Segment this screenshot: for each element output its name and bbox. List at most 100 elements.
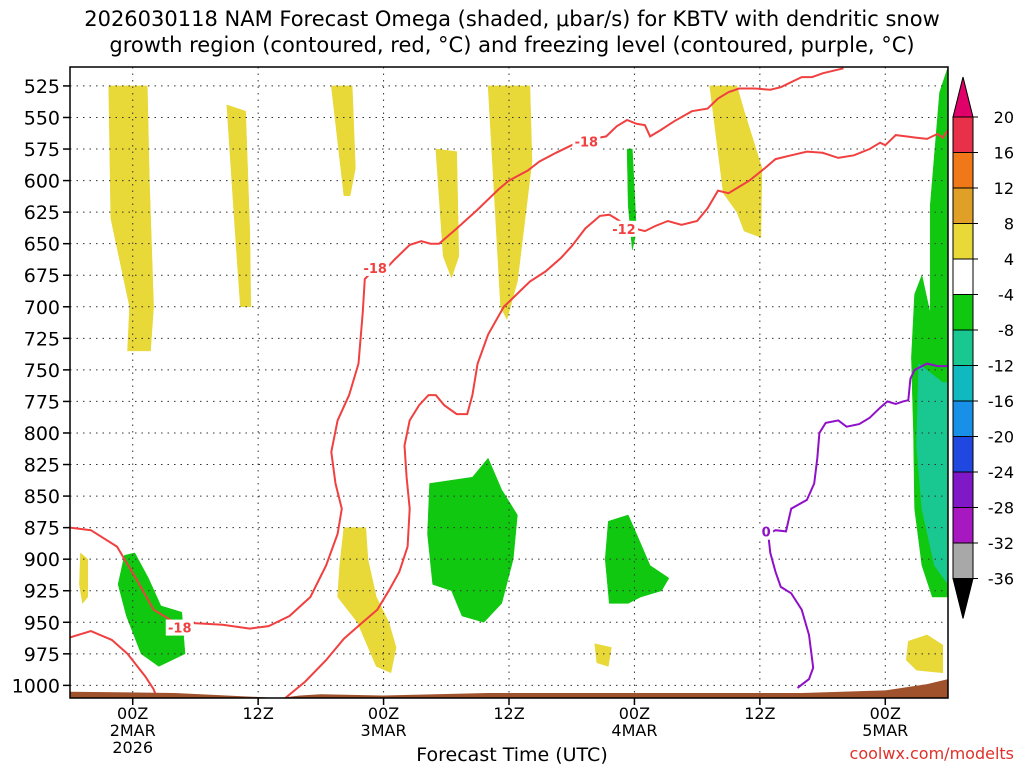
x-tick-label-18: 12Z bbox=[242, 704, 273, 723]
dgz-label-2: -18 bbox=[575, 136, 599, 151]
x-tick-label-54: 00Z bbox=[619, 704, 650, 723]
dgz-label-1: -18 bbox=[363, 262, 387, 277]
chart-title-line2: growth region (contoured, red, °C) and f… bbox=[109, 33, 915, 57]
dgz-label-4: -12 bbox=[612, 223, 636, 238]
colorbar-label-12: -32 bbox=[988, 534, 1014, 553]
colorbar-label-9: -20 bbox=[988, 428, 1014, 447]
colorbar-swatch-0 bbox=[952, 116, 974, 153]
y-tick-label-825: 825 bbox=[24, 455, 60, 477]
dgz-label-bg-4 bbox=[609, 220, 638, 237]
colorbar-swatch-7 bbox=[952, 365, 974, 402]
y-tick-label-875: 875 bbox=[24, 518, 60, 540]
freezing-label-bg bbox=[759, 523, 774, 540]
omega-region-5 bbox=[709, 85, 763, 238]
x-tick-date-54: 4MAR bbox=[611, 721, 657, 740]
omega-region-4 bbox=[487, 85, 533, 321]
omega-region-2 bbox=[331, 85, 356, 196]
colorbar-swatch-11 bbox=[952, 507, 974, 544]
colorbar-swatch-8 bbox=[952, 400, 974, 437]
y-tick-label-700: 700 bbox=[24, 297, 60, 319]
omega-region-6 bbox=[79, 552, 89, 604]
terrain-ground bbox=[70, 679, 948, 698]
colorbar-label-8: -16 bbox=[988, 392, 1014, 411]
colorbar-swatch-5 bbox=[952, 294, 974, 331]
colorbar-bottom-triangle bbox=[952, 578, 974, 619]
colorbar-swatch-10 bbox=[952, 471, 974, 508]
y-axis: 525 550 575 600 625 650 675 700 725 750 775 800 825 8… bbox=[12, 76, 70, 697]
omega-region-0 bbox=[108, 85, 154, 352]
colorbar-label-7: -12 bbox=[988, 357, 1014, 376]
colorbar-label-4: 4 bbox=[1004, 250, 1014, 269]
contour-labels: -18 -18 -18 -12 0 bbox=[165, 133, 774, 637]
y-tick-label-775: 775 bbox=[24, 391, 60, 413]
dgz-label-bg-2 bbox=[572, 133, 601, 150]
y-tick-label-525: 525 bbox=[24, 76, 60, 98]
dgz-label-0: -18 bbox=[168, 622, 192, 637]
y-tick-label-975: 975 bbox=[24, 644, 60, 666]
y-tick-label-575: 575 bbox=[24, 139, 60, 161]
y-tick-label-850: 850 bbox=[24, 486, 60, 508]
credit-text: coolwx.com/modelts bbox=[849, 744, 1014, 763]
colorbar-label-1: 16 bbox=[994, 144, 1014, 163]
colorbar-swatch-4 bbox=[952, 258, 974, 295]
y-tick-label-550: 550 bbox=[24, 107, 60, 129]
omega-shading bbox=[79, 67, 948, 674]
y-tick-label-750: 750 bbox=[24, 360, 60, 382]
colorbar-label-2: 12 bbox=[994, 179, 1014, 198]
freezing-level-contour bbox=[767, 362, 948, 689]
x-tick-label-42: 12Z bbox=[493, 704, 524, 723]
omega-region-15 bbox=[916, 363, 948, 585]
y-tick-label-725: 725 bbox=[24, 328, 60, 350]
contour-lines bbox=[70, 67, 948, 698]
dgz-contour-4 bbox=[284, 129, 948, 698]
colorbar-top-triangle bbox=[952, 76, 974, 118]
omega-region-9 bbox=[905, 634, 944, 674]
omega-region-13 bbox=[604, 514, 670, 604]
x-tick-label-78: 00Z bbox=[870, 704, 901, 723]
colorbar-label-0: 20 bbox=[994, 108, 1014, 127]
y-tick-label-900: 900 bbox=[24, 549, 60, 571]
y-tick-label-675: 675 bbox=[24, 265, 60, 287]
colorbar-label-11: -28 bbox=[988, 499, 1014, 518]
y-tick-label-800: 800 bbox=[24, 423, 60, 445]
omega-region-10 bbox=[117, 552, 186, 667]
dgz-contour-0 bbox=[70, 67, 844, 630]
omega-region-7 bbox=[337, 527, 397, 674]
dgz-contour-3 bbox=[70, 630, 158, 698]
colorbar-label-5: -4 bbox=[998, 286, 1014, 305]
x-tick-year-6: 2026 bbox=[112, 738, 153, 757]
y-tick-label-625: 625 bbox=[24, 202, 60, 224]
colorbar-label-3: 8 bbox=[1004, 215, 1014, 234]
chart-title-line1: 2026030118 NAM Forecast Omega (shaded, μ… bbox=[84, 7, 940, 31]
x-tick-date-30: 3MAR bbox=[361, 721, 407, 740]
colorbar-label-10: -24 bbox=[988, 463, 1014, 482]
omega-region-3 bbox=[435, 148, 460, 279]
colorbar-swatch-1 bbox=[952, 152, 974, 189]
dgz-label-bg-1 bbox=[361, 259, 390, 276]
omega-region-8 bbox=[594, 643, 612, 667]
x-axis-title: Forecast Time (UTC) bbox=[416, 744, 608, 766]
chart-title: 2026030118 NAM Forecast Omega (shaded, μ… bbox=[0, 6, 1024, 58]
x-tick-date-78: 5MAR bbox=[862, 721, 908, 740]
y-tick-label-600: 600 bbox=[24, 171, 60, 193]
freezing-label: 0 bbox=[762, 526, 771, 541]
colorbar-swatch-3 bbox=[952, 223, 974, 260]
y-tick-label-950: 950 bbox=[24, 612, 60, 634]
dgz-label-bg-0 bbox=[165, 619, 194, 636]
ground-fill bbox=[70, 679, 948, 698]
colorbar: 20 16 12 8 4 -4 -8 -12 -16 -20 -24 -28 -32 -36 bbox=[952, 76, 1014, 619]
omega-region-1 bbox=[226, 104, 252, 308]
y-tick-label-1000: 1000 bbox=[12, 675, 60, 697]
colorbar-label-13: -36 bbox=[988, 570, 1014, 589]
y-tick-label-650: 650 bbox=[24, 234, 60, 256]
x-tick-label-30: 00Z bbox=[368, 704, 399, 723]
colorbar-label-6: -8 bbox=[998, 321, 1014, 340]
y-tick-label-925: 925 bbox=[24, 581, 60, 603]
x-tick-label-66: 12Z bbox=[744, 704, 775, 723]
colorbar-swatch-2 bbox=[952, 187, 974, 224]
colorbar-swatch-9 bbox=[952, 436, 974, 473]
omega-region-11 bbox=[427, 457, 518, 623]
colorbar-swatch-12 bbox=[952, 542, 974, 579]
